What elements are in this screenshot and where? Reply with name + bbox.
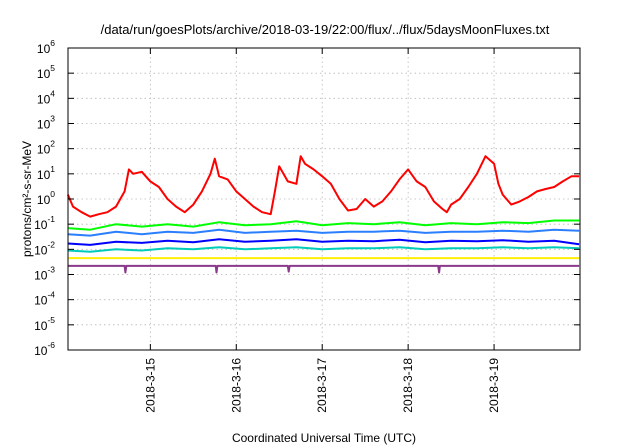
y-tick-label: 104	[37, 88, 55, 106]
x-tick-label: 2018-3-17	[315, 358, 329, 413]
x-tick-label: 2018-3-15	[143, 358, 157, 413]
y-tick-label: 106	[37, 38, 55, 56]
y-axis-label: protons/cm²-s-sr-MeV	[20, 141, 34, 257]
y-tick-label: 10-5	[34, 315, 55, 333]
series-line-1	[66, 155, 580, 218]
series-line-3	[67, 228, 580, 237]
chart-title: /data/run/goesPlots/archive/2018-03-19/2…	[101, 22, 550, 37]
y-tick-label: 10-6	[34, 340, 55, 358]
y-tick-label: 103	[37, 114, 55, 132]
y-tick-label: 10-4	[34, 290, 55, 308]
series-line-7	[67, 264, 580, 274]
y-tick-label: 100	[37, 189, 55, 207]
y-tick-label: 10-1	[34, 214, 55, 232]
y-tick-label: 105	[37, 63, 55, 81]
x-tick-label: 2018-3-19	[487, 358, 501, 413]
series-line-4	[67, 238, 580, 246]
series-line-2	[67, 219, 580, 231]
x-axis: 2018-3-15 2018-3-16 2018-3-17 2018-3-18 2018…	[143, 48, 501, 413]
grid	[68, 48, 580, 350]
series-line-5	[67, 246, 580, 253]
series-group	[66, 155, 580, 274]
x-tick-label: 2018-3-16	[229, 358, 243, 413]
y-tick-label: 102	[37, 139, 55, 157]
y-tick-label: 10-2	[34, 239, 55, 257]
x-tick-label: 2018-3-18	[401, 358, 415, 413]
y-tick-label: 101	[37, 164, 55, 182]
y-tick-label: 10-3	[34, 265, 55, 283]
x-axis-label: Coordinated Universal Time (UTC)	[232, 431, 416, 445]
y-axis: 10-6 10-5 10-4 10-3 10-2 10-1 100 101 102 103 104 1…	[34, 38, 580, 358]
